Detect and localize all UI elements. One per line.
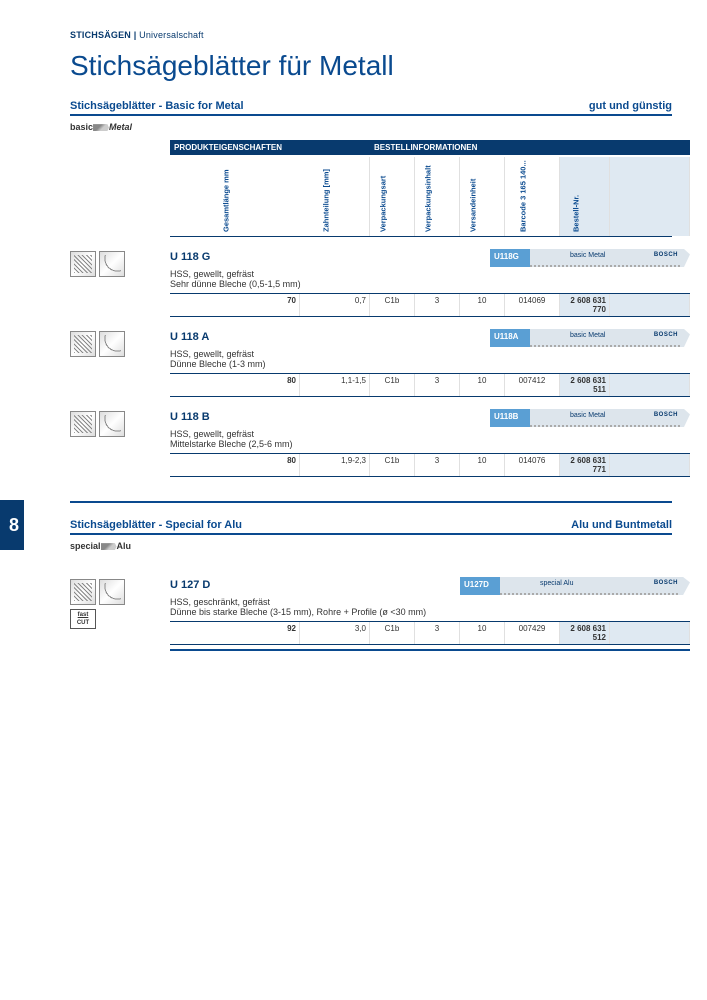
- blade-graphic: U118A basic Metal BOSCH: [490, 329, 690, 347]
- blade-graphic: U127D special Alu BOSCH: [460, 577, 690, 595]
- material-icon: [99, 579, 125, 605]
- product-desc: HSS, gewellt, gefräst: [170, 349, 690, 359]
- product-u118g: U118G basic Metal BOSCH U 118 G HSS, gew…: [70, 251, 672, 317]
- thickness-icon: [70, 251, 96, 277]
- breadcrumb-sub: Universalschaft: [139, 30, 204, 40]
- thickness-icon: [70, 331, 96, 357]
- header-produkt: PRODUKTEIGENSCHAFTEN: [170, 140, 370, 155]
- product-desc: HSS, gewellt, gefräst: [170, 269, 690, 279]
- col-length: Gesamtlänge mm: [222, 169, 231, 232]
- thickness-icon: [70, 579, 96, 605]
- blade-graphic: U118G basic Metal BOSCH: [490, 249, 690, 267]
- material-icon: [99, 331, 125, 357]
- col-packtype: Verpackungsart: [379, 176, 388, 232]
- col-order: Bestell-Nr.: [571, 195, 580, 232]
- blade-graphic: U118B basic Metal BOSCH: [490, 409, 690, 427]
- table-row: 92 3,0 C1b 3 10 007429 2 608 631 512: [170, 621, 690, 645]
- product-desc2: Mittelstarke Bleche (2,5-6 mm): [170, 439, 690, 449]
- section-title: Stichsägeblätter - Basic for Metal: [70, 100, 244, 112]
- col-barcode: Barcode 3 165 140...: [519, 160, 528, 232]
- product-u127d: fast CUT U127D special Alu BOSCH U 127 D…: [70, 579, 672, 651]
- page-number: 442: [0, 518, 1, 530]
- section-subtitle: Alu und Buntmetall: [571, 519, 672, 531]
- col-packqty: Verpackungsinhalt: [424, 165, 433, 232]
- product-desc2: Dünne bis starke Bleche (3-15 mm), Rohre…: [170, 607, 690, 617]
- col-unit: Versandeinheit: [469, 179, 478, 232]
- section-header-metal: Stichsägeblätter - Basic for Metal gut u…: [70, 100, 672, 116]
- product-u118a: U118A basic Metal BOSCH U 118 A HSS, gew…: [70, 331, 672, 397]
- badge-special-alu: specialAlu: [70, 541, 672, 551]
- breadcrumb: STICHSÄGEN | Universalschaft: [70, 30, 672, 40]
- column-labels: Gesamtlänge mm Zahnteilung [mm] Verpacku…: [170, 157, 672, 237]
- table-row: 70 0,7 C1b 3 10 014069 2 608 631 770: [170, 293, 690, 317]
- page-tab: 442 8: [0, 500, 24, 550]
- product-desc: HSS, geschränkt, gefräst: [170, 597, 690, 607]
- product-desc2: Sehr dünne Bleche (0,5-1,5 mm): [170, 279, 690, 289]
- thickness-icon: [70, 411, 96, 437]
- breadcrumb-category: STICHSÄGEN: [70, 30, 131, 40]
- section-title: Stichsägeblätter - Special for Alu: [70, 519, 242, 531]
- badge-basic-metal: basicMetal: [70, 122, 672, 132]
- product-desc: HSS, gewellt, gefräst: [170, 429, 690, 439]
- product-u118b: U118B basic Metal BOSCH U 118 B HSS, gew…: [70, 411, 672, 477]
- material-icon: [99, 251, 125, 277]
- table-row: 80 1,1-1,5 C1b 3 10 007412 2 608 631 511: [170, 373, 690, 397]
- page-title: Stichsägeblätter für Metall: [70, 50, 672, 82]
- table-header-groups: PRODUKTEIGENSCHAFTEN BESTELLINFORMATIONE…: [170, 140, 672, 155]
- material-icon: [99, 411, 125, 437]
- header-bestell: BESTELLINFORMATIONEN: [370, 140, 690, 155]
- chapter-number: 8: [0, 500, 24, 550]
- section-header-alu: Stichsägeblätter - Special for Alu Alu u…: [70, 519, 672, 535]
- product-desc2: Dünne Bleche (1-3 mm): [170, 359, 690, 369]
- col-pitch: Zahnteilung [mm]: [321, 169, 330, 232]
- table-row: 80 1,9-2,3 C1b 3 10 014076 2 608 631 771: [170, 453, 690, 477]
- section-subtitle: gut und günstig: [589, 100, 672, 112]
- fastcut-icon: fast CUT: [70, 609, 96, 629]
